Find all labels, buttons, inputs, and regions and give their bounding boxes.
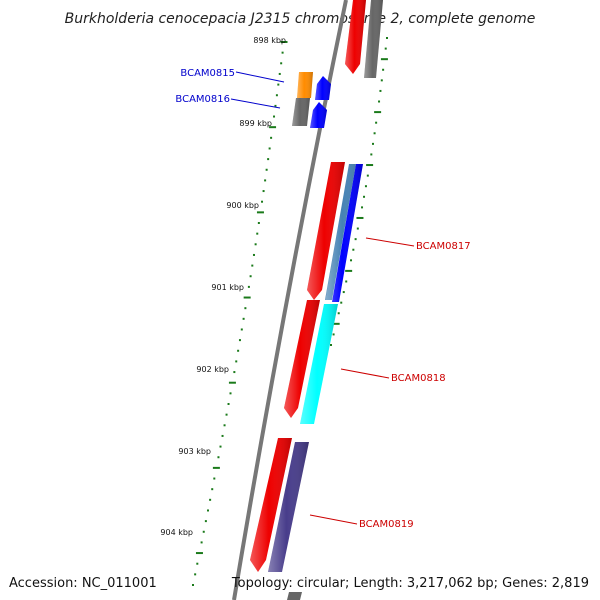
label-leader: [230, 98, 281, 109]
scale-label: 899 kbp: [239, 119, 272, 128]
map-title: Burkholderia cenocepacia J2315 chromosom…: [65, 11, 536, 27]
scale-label: 900 kbp: [226, 201, 259, 210]
gene-features: [250, 0, 383, 600]
scale-label: 901 kbp: [211, 283, 244, 292]
label-leader: [309, 514, 358, 525]
outer-tick-track: [330, 37, 388, 346]
scale-label: 904 kbp: [160, 528, 193, 537]
gene-feature[interactable]: [287, 592, 302, 600]
gene-label-bcam0817[interactable]: BCAM0817: [416, 241, 471, 252]
label-leader: [365, 237, 415, 247]
label-leader: [340, 368, 390, 379]
scale-label: 902 kbp: [196, 365, 229, 374]
gene-label-bcam0816[interactable]: BCAM0816: [175, 94, 230, 105]
gene-label-bcam0818[interactable]: BCAM0818: [391, 373, 446, 384]
gene-label-bcam0819[interactable]: BCAM0819: [359, 519, 414, 530]
inner-tick-track: [192, 41, 288, 586]
scale-label: 898 kbp: [253, 36, 286, 45]
gene-label-bcam0815[interactable]: BCAM0815: [180, 68, 235, 79]
label-leader: [235, 71, 285, 83]
accession-text: Accession: NC_011001: [9, 576, 157, 591]
scale-label: 903 kbp: [178, 447, 211, 456]
genome-summary-text: Topology: circular; Length: 3,217,062 bp…: [231, 576, 589, 591]
scale-labels: 898 kbp 899 kbp 900 kbp 901 kbp 902 kbp …: [160, 36, 286, 537]
gene-labels: BCAM0815 BCAM0816 BCAM0817 BCAM0818 BCAM…: [175, 68, 470, 530]
